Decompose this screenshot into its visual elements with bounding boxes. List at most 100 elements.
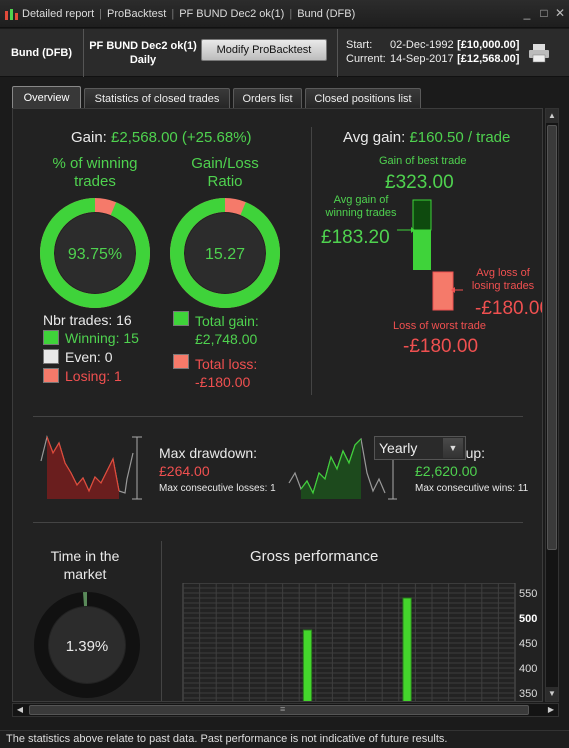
strategy-period: Daily [129,54,157,66]
winning-swatch [43,330,59,345]
max-drawdown-label: Max drawdown: [159,445,258,461]
avg-loss-arrow [451,287,455,293]
time-in-market-donut: 1.39% [34,592,140,698]
modify-probacktest-button[interactable]: Modify ProBacktest [201,39,327,61]
chart-y-tick-label: 450 [519,638,537,650]
time-in-market-title: Time in the market [33,547,137,583]
report-header: Bund (DFB) PF BUND Dec2 ok(1) Daily Modi… [0,29,569,77]
chart-y-tick-label: 350 [519,688,537,700]
avg-win-label-line2: winning trades [325,207,397,219]
maximize-icon[interactable]: □ [540,6,548,20]
avg-loss-value: -£180.00 [475,298,543,319]
crumb-probacktest[interactable]: ProBacktest [107,8,167,20]
close-icon[interactable]: ✕ [554,6,566,20]
horizontal-scrollbar[interactable]: ◀ ≡ ▶ [12,703,559,717]
worst-trade-value: -£180.00 [403,336,479,357]
donut-win-arc [40,198,150,308]
time-in-market-line1: Time in the [50,548,120,564]
overview-panel: Gain: £2,568.00 (+25.68%) % of winning t… [12,108,543,702]
avg-loss-bar [432,271,454,311]
runup-area [301,439,361,499]
start-date: 02-Dec-1992 [390,39,454,51]
tab-overview[interactable]: Overview [12,86,81,108]
section-divider-vertical [311,127,312,395]
losing-swatch [43,368,59,383]
tab-closed-positions-list[interactable]: Closed positions list [305,88,421,108]
header-divider [337,29,338,77]
worst-trade-label: Loss of worst trade [393,320,486,332]
chevron-down-icon[interactable]: ▼ [443,438,463,458]
section-divider-1 [33,416,523,417]
total-gain-swatch [173,311,189,326]
ratio-title-line1: Gain/Loss [191,155,259,172]
avg-loss-label-line2: losing trades [471,280,535,292]
vertical-scroll-thumb[interactable] [547,125,557,550]
winning-pct-donut: 93.75% [40,198,150,308]
runup-highlight [300,438,362,495]
minimize-icon[interactable]: _ [523,6,531,20]
gain-label: Gain: [71,129,107,146]
crumb-detailed-report[interactable]: Detailed report [22,8,95,20]
avg-win-arrow [411,227,415,233]
total-loss-label: Total loss: [195,356,258,372]
disclaimer: The statistics above relate to past data… [0,730,569,748]
crumb-instrument[interactable]: Bund (DFB) [297,8,356,20]
avg-win-label: Avg gain of winning trades [321,194,401,220]
ratio-gain-arc [170,198,280,308]
scroll-down-icon[interactable]: ▼ [546,687,558,701]
horizontal-scroll-thumb[interactable]: ≡ [29,704,529,715]
best-trade-value: £323.00 [385,172,454,193]
best-trade-bar [412,199,432,231]
gross-performance-chart: 550 500 450 400 350 [182,583,537,701]
period-select[interactable]: Yearly ▼ [374,436,466,460]
current-label: Current: [346,53,386,65]
gain-summary: Gain: £2,568.00 (+25.68%) [71,129,252,146]
winning-pct-title-line2: trades [74,173,116,190]
section-divider-vertical-2 [161,541,162,701]
current-date: 14-Sep-2017 [390,53,454,65]
time-in-market-line2: market [63,566,107,582]
total-loss-value: -£180.00 [195,374,251,390]
winning-pct-title-line1: % of winning [52,155,138,172]
start-capital: [£10,000.00] [457,39,520,51]
max-runup-value: £2,620.00 [415,463,478,479]
scroll-left-icon[interactable]: ◀ [16,705,24,714]
crumb-strategy[interactable]: PF BUND Dec2 ok(1) [179,8,285,20]
section-divider-2 [33,522,523,523]
chart-y-tick-label: 550 [519,588,537,600]
time-in-market-value: 1.39% [66,638,109,655]
even-count: Even: 0 [65,349,113,365]
print-icon[interactable] [528,43,550,63]
vertical-scrollbar[interactable]: ▲ ▼ [545,108,559,702]
avg-win-value: £183.20 [321,227,390,248]
scroll-up-icon[interactable]: ▲ [546,109,558,123]
total-loss-swatch [173,354,189,369]
ratio-title-line2: Ratio [207,173,243,190]
tab-statistics-closed-trades[interactable]: Statistics of closed trades [84,88,230,108]
best-trade-label: Gain of best trade [379,155,467,167]
date-range: Start: 02-Dec-1992 [£10,000.00] Current: 1… [346,38,519,66]
nbr-trades: Nbr trades: 16 [43,312,132,328]
tab-orders-list[interactable]: Orders list [233,88,302,108]
total-loss: Total loss: -£180.00 [195,355,257,391]
avg-loss-label-line1: Avg loss of [476,267,530,279]
avg-gain-value: £160.50 / trade [409,129,511,146]
scroll-right-icon[interactable]: ▶ [547,705,555,714]
period-select-value: Yearly [379,440,418,456]
chart-bar [402,597,412,701]
ratio-value: 15.27 [205,246,245,263]
current-capital: [£12,568.00] [457,53,520,65]
gain-loss-ratio-title: Gain/Loss Ratio [163,155,287,191]
max-consec-losses: Max consecutive losses: 1 [159,483,276,494]
max-drawdown-value: £264.00 [159,463,210,479]
drawdown-highlight [46,436,120,493]
time-ring-arc [34,592,140,698]
avg-gain-label: Avg gain: [343,129,406,146]
donut-center [55,213,135,293]
breadcrumb: Detailed report | ProBacktest | PF BUND Dec2… [22,8,356,20]
ratio-center [185,213,265,293]
start-label: Start: [346,39,373,51]
gross-performance-label: Gross performance [250,548,379,565]
trade-range-graphic [397,199,463,311]
gain-value: £2,568.00 (+25.68%) [111,129,252,146]
